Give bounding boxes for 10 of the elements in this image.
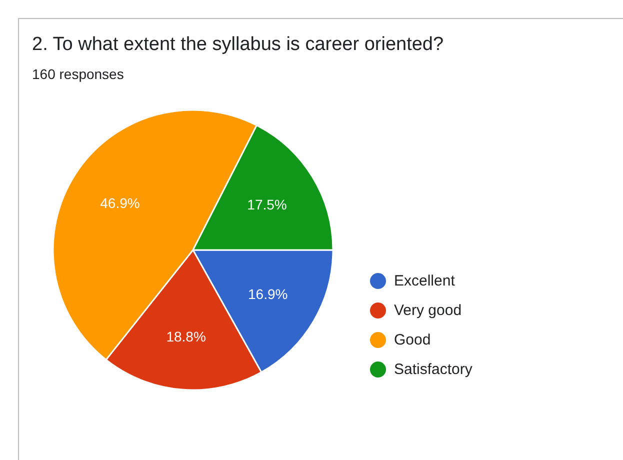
legend-label: Very good <box>394 302 462 319</box>
data-label: 46.9% <box>100 195 140 212</box>
data-label: 18.8% <box>166 328 206 345</box>
chart-title: 2. To what extent the syllabus is career oriented? <box>32 34 444 55</box>
legend-label: Excellent <box>394 272 456 290</box>
legend-label: Good <box>394 332 431 348</box>
data-label: 17.5% <box>247 196 287 213</box>
chart-subtitle: 160 responses <box>32 66 124 82</box>
data-label: 16.9% <box>248 286 288 302</box>
legend-label: Satisfactory <box>394 361 473 378</box>
